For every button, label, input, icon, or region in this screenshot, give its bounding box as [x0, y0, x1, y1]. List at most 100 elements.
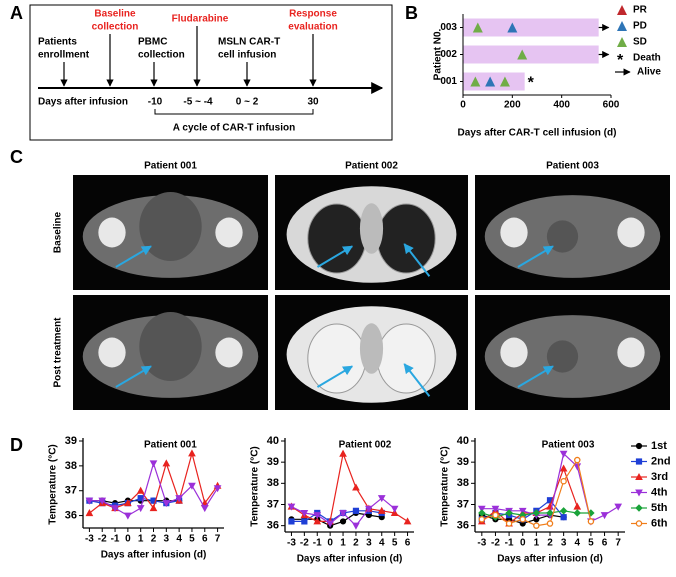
data-point [377, 506, 386, 514]
x-tick-label: 5 [588, 538, 594, 549]
data-point [287, 503, 296, 511]
data-point [352, 507, 360, 514]
data-point [614, 503, 623, 511]
ct-image [275, 175, 468, 290]
x-tick-label: -1 [111, 534, 120, 545]
data-point [124, 499, 132, 507]
panel-a-frame [29, 4, 393, 141]
data-point [339, 449, 347, 457]
event-label: enrollment [38, 50, 90, 61]
ct-lesion [139, 192, 202, 261]
y-tick-label: 37 [65, 485, 77, 497]
data-point [532, 509, 541, 517]
x-tick-label: -1 [313, 538, 322, 549]
x-tick-label: 0 [125, 534, 131, 545]
data-point [477, 505, 486, 513]
column-header: Patient 001 [144, 161, 197, 172]
data-point [518, 507, 527, 515]
y-axis-label: Temperature (°C) [48, 444, 59, 525]
x-tick-label: 2 [547, 538, 553, 549]
data-point [559, 464, 568, 472]
x-tick-label: 6 [602, 538, 608, 549]
x-tick-label: 4 [574, 538, 580, 549]
timeline-axis-label: Days after infusion [38, 97, 128, 108]
legend-marker [617, 21, 627, 31]
x-tick-label: 3 [561, 538, 567, 549]
y-axis-label: Temperature (°C) [250, 446, 261, 527]
ct-lesion [546, 220, 579, 253]
event-label: Fludarabine [172, 14, 229, 25]
chart-title: Patient 003 [542, 440, 595, 451]
x-tick-label: -1 [505, 538, 514, 549]
legend-label: 3rd [651, 471, 668, 483]
cycle-bracket [154, 109, 314, 115]
data-point [213, 485, 222, 493]
day-label: 30 [307, 97, 319, 108]
swim-bar [463, 18, 599, 37]
x-tick-label: 4 [176, 534, 182, 545]
data-point [352, 483, 360, 491]
data-point [339, 518, 347, 525]
x-tick-label: 6 [202, 534, 208, 545]
x-tick-label: -3 [477, 538, 486, 549]
lesion-arrow [316, 245, 354, 268]
y-tick-label: 36 [457, 520, 469, 532]
lesion-arrow [316, 365, 354, 388]
data-point [377, 495, 386, 503]
data-point [339, 509, 347, 517]
x-tick-label: 7 [615, 538, 621, 549]
chart-title: Patient 001 [144, 440, 197, 451]
legend-label: PR [633, 5, 648, 16]
ct-lesion [139, 312, 202, 381]
ct-lung [307, 203, 367, 274]
data-point [300, 509, 309, 517]
data-point [635, 472, 643, 480]
data-point [85, 497, 94, 505]
y-axis-label: Patient N0. [433, 28, 444, 80]
data-point [478, 509, 486, 517]
data-point [635, 458, 643, 465]
data-point [600, 512, 609, 520]
data-point [149, 504, 158, 512]
row-label: Baseline [53, 211, 64, 253]
y-tick-label: 39 [267, 456, 279, 468]
x-tick-label: 400 [553, 100, 570, 111]
data-point [313, 512, 322, 520]
data-point [635, 489, 643, 497]
legend-marker [617, 5, 627, 15]
data-point [573, 502, 582, 510]
data-point [162, 459, 171, 467]
ct-lesion [546, 340, 579, 373]
x-axis-label: Days after CAR-T cell infusion (d) [458, 128, 617, 139]
data-point [188, 449, 196, 457]
x-tick-label: 0 [520, 538, 526, 549]
response-marker [517, 49, 528, 60]
data-point [546, 509, 554, 517]
response-marker [470, 76, 481, 87]
y-tick-label: 003 [440, 22, 457, 33]
x-tick-label: 2 [353, 538, 359, 549]
data-point [200, 505, 209, 513]
data-point [288, 518, 295, 525]
data-point [403, 517, 412, 525]
data-point [326, 520, 334, 528]
ct-bone [215, 337, 243, 368]
outcome-symbol: * [528, 75, 535, 92]
data-point [313, 517, 322, 525]
ct-bone [500, 337, 528, 368]
x-tick-label: 200 [504, 100, 521, 111]
y-tick-label: 002 [440, 49, 457, 60]
event-label: evaluation [288, 22, 337, 33]
data-point [175, 495, 183, 503]
ct-bone [617, 217, 645, 248]
x-tick-label: 7 [215, 534, 221, 545]
ct-bone [617, 337, 645, 368]
panel-label: B [405, 3, 418, 23]
ct-mediastinum [359, 203, 384, 254]
day-label: 0 ~ 2 [236, 97, 259, 108]
data-point [635, 520, 643, 527]
x-tick-label: -3 [287, 538, 296, 549]
x-axis-label: Days after infusion (d) [297, 554, 403, 565]
swim-bar [463, 45, 599, 64]
